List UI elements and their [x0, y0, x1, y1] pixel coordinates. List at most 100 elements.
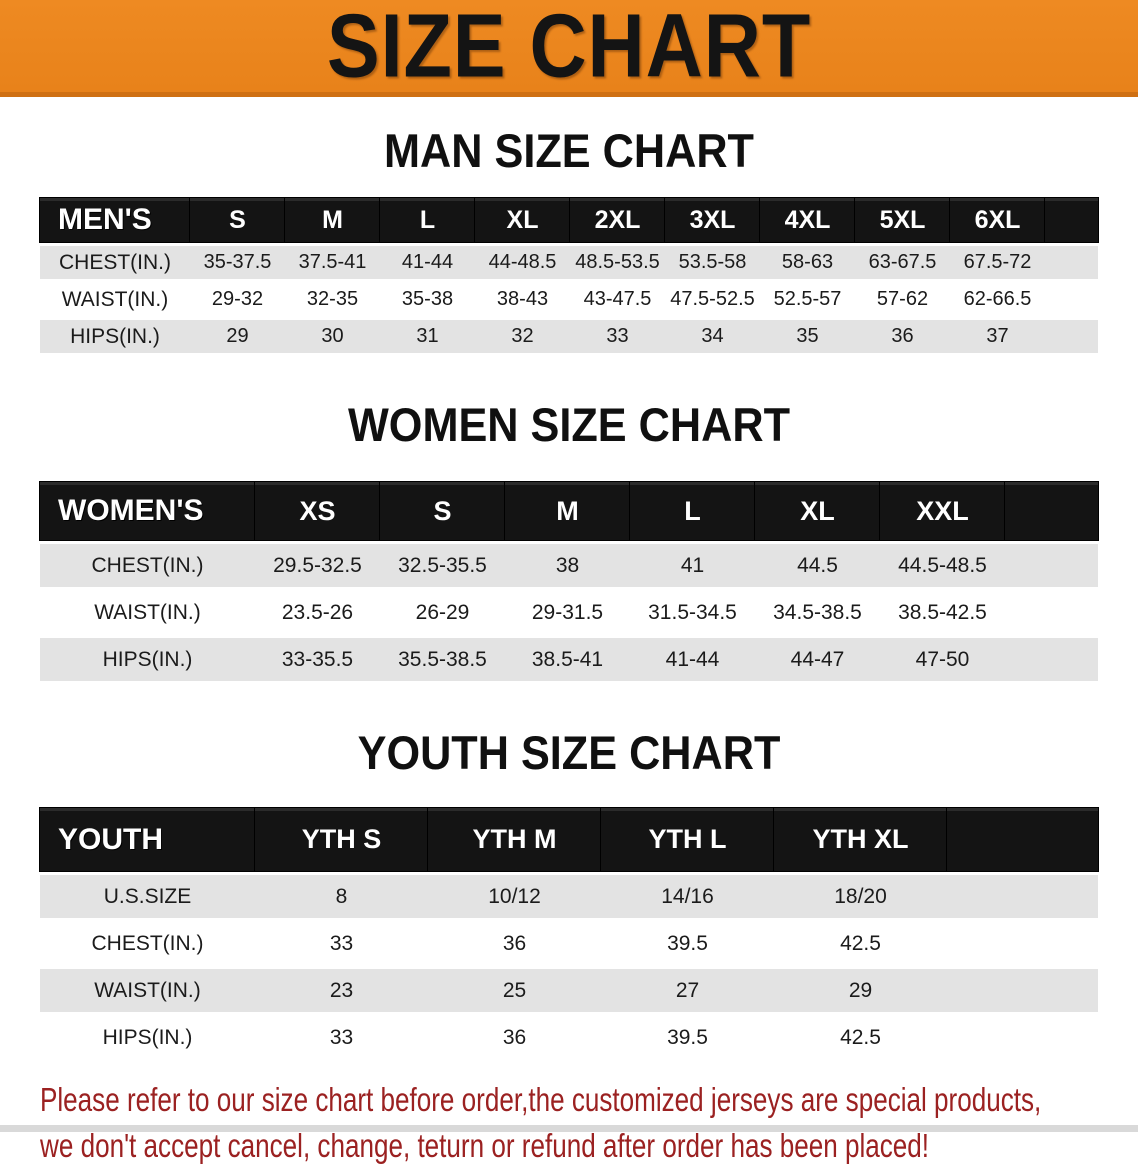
disclaimer-line-1: Please refer to our size chart before or…: [40, 1081, 1042, 1118]
women-size-table: WOMEN'S XS S M L XL XXL CHEST(IN.) 29.5-32.5 32.5…: [40, 478, 1098, 685]
size-value-cell: 31: [380, 320, 475, 353]
size-column-header: M: [285, 198, 380, 242]
size-value-cell: 41-44: [630, 638, 755, 681]
size-value-cell: 32: [475, 320, 570, 353]
size-column-header: 2XL: [570, 198, 665, 242]
size-value-cell: 29-32: [190, 283, 285, 316]
youth-size-table: YOUTH YTH S YTH M YTH L YTH XL U.S.SIZE 8 10/12…: [40, 804, 1098, 1063]
row-filler-cell: [1045, 283, 1098, 316]
size-value-cell: 43-47.5: [570, 283, 665, 316]
size-value-cell: 47.5-52.5: [665, 283, 760, 316]
row-filler-cell: [1045, 246, 1098, 279]
table-header-label: MEN'S: [40, 198, 190, 242]
bottom-strip: [0, 1125, 1138, 1132]
size-value-cell: 44-48.5: [475, 246, 570, 279]
banner: SIZE CHART: [0, 0, 1138, 97]
table-header-label: YOUTH: [40, 808, 255, 871]
size-column-header: YTH XL: [774, 808, 947, 871]
table-row: WAIST(IN.) 29-32 32-35 35-38 38-43 43-47.5 47.…: [40, 283, 1098, 316]
size-value-cell: 26-29: [380, 591, 505, 634]
size-column-header: L: [630, 482, 755, 540]
size-value-cell: 8: [255, 875, 428, 918]
disclaimer: Please refer to our size chart before or…: [40, 1077, 1042, 1169]
size-value-cell: 62-66.5: [950, 283, 1045, 316]
size-value-cell: 10/12: [428, 875, 601, 918]
size-value-cell: 53.5-58: [665, 246, 760, 279]
size-table-header-row: MEN'S S M L XL 2XL 3XL 4XL 5XL 6XL: [40, 198, 1098, 242]
size-value-cell: 38: [505, 544, 630, 587]
size-value-cell: 52.5-57: [760, 283, 855, 316]
row-label: WAIST(IN.): [40, 969, 255, 1012]
size-value-cell: 34: [665, 320, 760, 353]
size-value-cell: 31.5-34.5: [630, 591, 755, 634]
size-column-header: YTH S: [255, 808, 428, 871]
size-column-header: 5XL: [855, 198, 950, 242]
table-row: CHEST(IN.) 33 36 39.5 42.5: [40, 922, 1098, 965]
size-column-header: S: [190, 198, 285, 242]
size-value-cell: 29: [774, 969, 947, 1012]
size-value-cell: 48.5-53.5: [570, 246, 665, 279]
table-row: WAIST(IN.) 23 25 27 29: [40, 969, 1098, 1012]
table-header-label: WOMEN'S: [40, 482, 255, 540]
size-value-cell: 18/20: [774, 875, 947, 918]
size-value-cell: 36: [855, 320, 950, 353]
size-value-cell: 34.5-38.5: [755, 591, 880, 634]
size-value-cell: 27: [601, 969, 774, 1012]
row-filler-cell: [947, 875, 1098, 918]
size-column-header: 6XL: [950, 198, 1045, 242]
size-value-cell: 36: [428, 922, 601, 965]
table-row: U.S.SIZE 8 10/12 14/16 18/20: [40, 875, 1098, 918]
row-label: CHEST(IN.): [40, 922, 255, 965]
size-value-cell: 57-62: [855, 283, 950, 316]
size-value-cell: 29: [190, 320, 285, 353]
size-value-cell: 33-35.5: [255, 638, 380, 681]
size-value-cell: 41-44: [380, 246, 475, 279]
header-filler-cell: [1045, 198, 1098, 242]
row-label: WAIST(IN.): [40, 591, 255, 634]
section-youth: YOUTH SIZE CHART YOUTH YTH S YTH M YTH L YTH…: [0, 725, 1138, 1063]
size-value-cell: 25: [428, 969, 601, 1012]
size-value-cell: 35-38: [380, 283, 475, 316]
size-value-cell: 39.5: [601, 922, 774, 965]
size-value-cell: 33: [255, 1016, 428, 1059]
row-filler-cell: [1005, 638, 1098, 681]
size-value-cell: 14/16: [601, 875, 774, 918]
size-column-header: XS: [255, 482, 380, 540]
size-value-cell: 67.5-72: [950, 246, 1045, 279]
size-value-cell: 37: [950, 320, 1045, 353]
size-column-header: XL: [755, 482, 880, 540]
row-filler-cell: [1005, 544, 1098, 587]
table-row: CHEST(IN.) 29.5-32.5 32.5-35.5 38 41 44.5 44.5…: [40, 544, 1098, 587]
size-value-cell: 35.5-38.5: [380, 638, 505, 681]
row-filler-cell: [947, 969, 1098, 1012]
row-filler-cell: [1005, 591, 1098, 634]
row-label: CHEST(IN.): [40, 544, 255, 587]
table-row: HIPS(IN.) 33 36 39.5 42.5: [40, 1016, 1098, 1059]
women-section-heading: WOMEN SIZE CHART: [347, 398, 790, 451]
size-column-header: S: [380, 482, 505, 540]
row-label: CHEST(IN.): [40, 246, 190, 279]
row-label: U.S.SIZE: [40, 875, 255, 918]
size-column-header: YTH L: [601, 808, 774, 871]
size-column-header: M: [505, 482, 630, 540]
header-filler-cell: [947, 808, 1098, 871]
size-column-header: 4XL: [760, 198, 855, 242]
size-value-cell: 33: [570, 320, 665, 353]
size-value-cell: 32.5-35.5: [380, 544, 505, 587]
size-value-cell: 36: [428, 1016, 601, 1059]
size-value-cell: 42.5: [774, 1016, 947, 1059]
size-value-cell: 44.5-48.5: [880, 544, 1005, 587]
size-value-cell: 58-63: [760, 246, 855, 279]
section-women: WOMEN SIZE CHART WOMEN'S XS S M L XL XXL CHEST(…: [0, 397, 1138, 685]
size-value-cell: 29.5-32.5: [255, 544, 380, 587]
content: MAN SIZE CHART MEN'S S M L XL 2XL 3XL 4XL 5XL 6XL…: [0, 123, 1138, 1063]
size-column-header: YTH M: [428, 808, 601, 871]
header-filler-cell: [1005, 482, 1098, 540]
youth-section-heading: YOUTH SIZE CHART: [357, 726, 781, 779]
size-column-header: L: [380, 198, 475, 242]
row-filler-cell: [947, 922, 1098, 965]
row-label: HIPS(IN.): [40, 1016, 255, 1059]
size-value-cell: 35-37.5: [190, 246, 285, 279]
size-table-header-row: YOUTH YTH S YTH M YTH L YTH XL: [40, 808, 1098, 871]
